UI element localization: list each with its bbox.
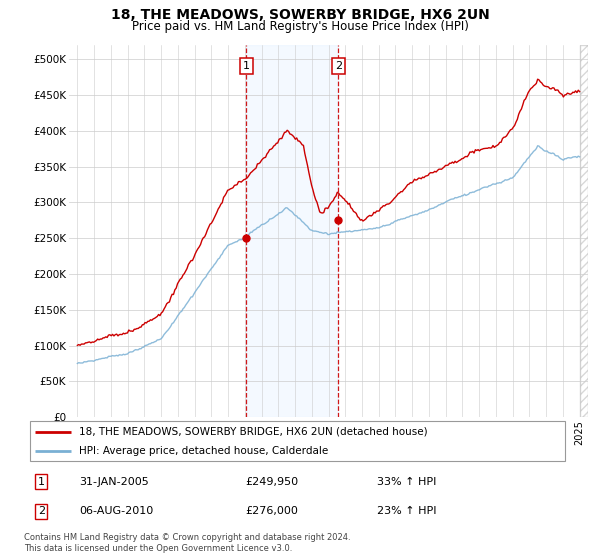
Text: 2: 2 [38,506,45,516]
Bar [580,45,588,417]
Text: 1: 1 [38,477,45,487]
Text: 1: 1 [242,61,250,71]
Text: 33% ↑ HPI: 33% ↑ HPI [377,477,437,487]
Text: Contains HM Land Registry data © Crown copyright and database right 2024.
This d: Contains HM Land Registry data © Crown c… [24,533,350,553]
Text: 23% ↑ HPI: 23% ↑ HPI [377,506,437,516]
Text: Price paid vs. HM Land Registry's House Price Index (HPI): Price paid vs. HM Land Registry's House … [131,20,469,32]
Text: £276,000: £276,000 [245,506,298,516]
Text: 2: 2 [335,61,342,71]
Bar [246,45,338,417]
Text: 18, THE MEADOWS, SOWERBY BRIDGE, HX6 2UN (detached house): 18, THE MEADOWS, SOWERBY BRIDGE, HX6 2UN… [79,427,428,437]
Text: 06-AUG-2010: 06-AUG-2010 [79,506,154,516]
FancyBboxPatch shape [29,421,565,461]
Text: 31-JAN-2005: 31-JAN-2005 [79,477,149,487]
Text: HPI: Average price, detached house, Calderdale: HPI: Average price, detached house, Cald… [79,446,328,456]
Bar [580,45,588,417]
Text: 18, THE MEADOWS, SOWERBY BRIDGE, HX6 2UN: 18, THE MEADOWS, SOWERBY BRIDGE, HX6 2UN [110,8,490,22]
Text: £249,950: £249,950 [245,477,298,487]
